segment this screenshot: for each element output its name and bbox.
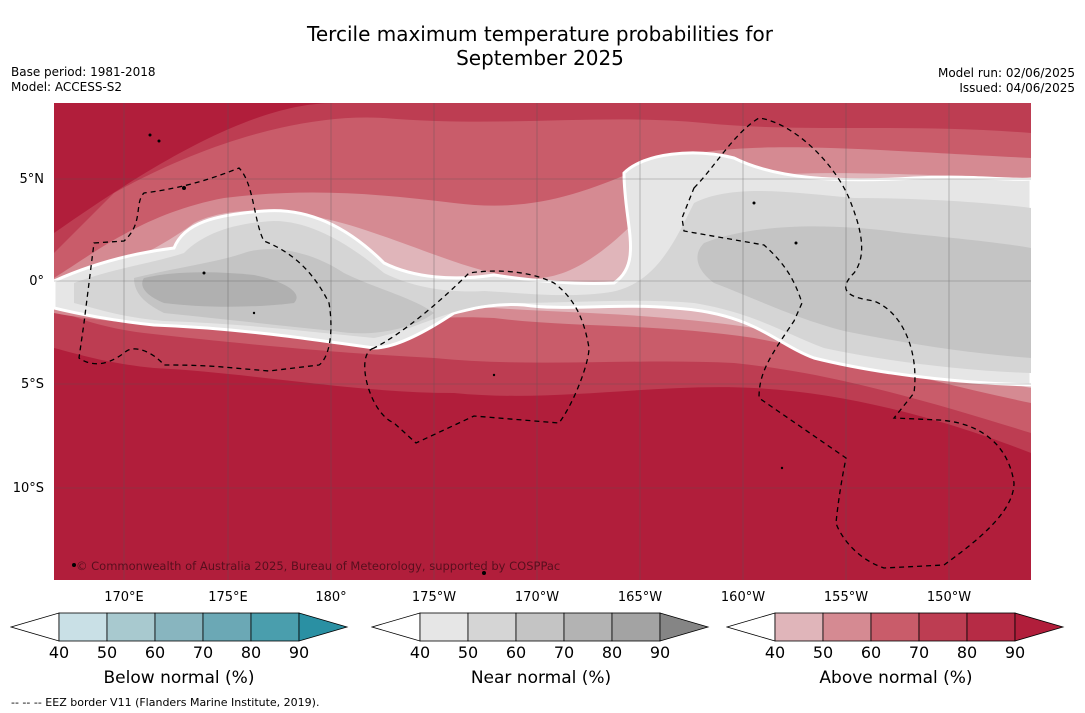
eez-borders — [78, 117, 1015, 569]
cbar1-tick-40: 40 — [48, 643, 70, 662]
copyright-text: © Commonwealth of Australia 2025, Bureau… — [76, 559, 560, 573]
meta-right: Model run: 02/06/2025 Issued: 04/06/2025 — [938, 66, 1075, 96]
near-60-region — [134, 226, 1031, 358]
map-svg: © Commonwealth of Australia 2025, Bureau… — [54, 103, 1031, 580]
model-run: Model run: 02/06/2025 — [937, 66, 1075, 80]
cbar1-tick-70: 70 — [192, 643, 214, 662]
lon-label-175w: 175°W — [411, 590, 457, 605]
cbar3-tick-70: 70 — [908, 643, 930, 662]
lat-label-5n: 5°N — [19, 172, 45, 187]
cbar2-tick-60: 60 — [505, 643, 527, 662]
title-line-2: September 2025 — [456, 46, 624, 70]
map-grid — [54, 103, 1031, 580]
lon-label-165w: 165°W — [617, 590, 663, 605]
probability-map: © Commonwealth of Australia 2025, Bureau… — [54, 103, 1031, 580]
cbar1-tick-80: 80 — [240, 643, 262, 662]
cbar3-tick-50: 50 — [812, 643, 834, 662]
model-name: Model: ACCESS-S2 — [11, 80, 123, 94]
lon-label-150w: 150°W — [926, 590, 972, 605]
cbar2-tick-70: 70 — [553, 643, 575, 662]
issued-date: Issued: 04/06/2025 — [959, 81, 1075, 95]
lon-label-155w: 155°W — [823, 590, 869, 605]
lon-label-170w: 170°W — [514, 590, 560, 605]
colorbar-above-normal — [726, 612, 1065, 642]
cbar3-tick-90: 90 — [1004, 643, 1026, 662]
lat-label-0: 0° — [29, 274, 44, 289]
chart-title: Tercile maximum temperature probabilitie… — [270, 22, 810, 70]
cbar1-tick-90: 90 — [288, 643, 310, 662]
lon-label-160w: 160°W — [720, 590, 766, 605]
cbar1-tick-60: 60 — [144, 643, 166, 662]
cbar3-tick-80: 80 — [956, 643, 978, 662]
cbar2-label: Near normal (%) — [470, 668, 612, 688]
cbar1-tick-50: 50 — [96, 643, 118, 662]
cbar3-tick-60: 60 — [860, 643, 882, 662]
lon-label-170e: 170°E — [104, 590, 144, 605]
eez-footnote: -- -- -- EEZ border V11 (Flanders Marine… — [11, 696, 320, 709]
lat-label-10s: 10°S — [12, 481, 44, 496]
colorbar-near-normal — [371, 612, 710, 642]
cbar3-tick-40: 40 — [764, 643, 786, 662]
lon-label-175e: 175°E — [208, 590, 248, 605]
islands — [72, 133, 798, 575]
cbar2-tick-40: 40 — [409, 643, 431, 662]
lon-label-180: 180° — [315, 590, 347, 605]
lat-label-5s: 5°S — [20, 377, 44, 392]
cbar2-tick-80: 80 — [601, 643, 623, 662]
base-period: Base period: 1981-2018 — [11, 65, 156, 79]
cbar1-label: Below normal (%) — [103, 668, 255, 688]
title-line-1: Tercile maximum temperature probabilitie… — [307, 22, 773, 46]
cbar3-label: Above normal (%) — [819, 668, 973, 688]
meta-left: Base period: 1981-2018 Model: ACCESS-S2 — [11, 65, 156, 95]
colorbar-below-normal — [10, 612, 349, 642]
cbar2-tick-90: 90 — [649, 643, 671, 662]
cbar2-tick-50: 50 — [457, 643, 479, 662]
